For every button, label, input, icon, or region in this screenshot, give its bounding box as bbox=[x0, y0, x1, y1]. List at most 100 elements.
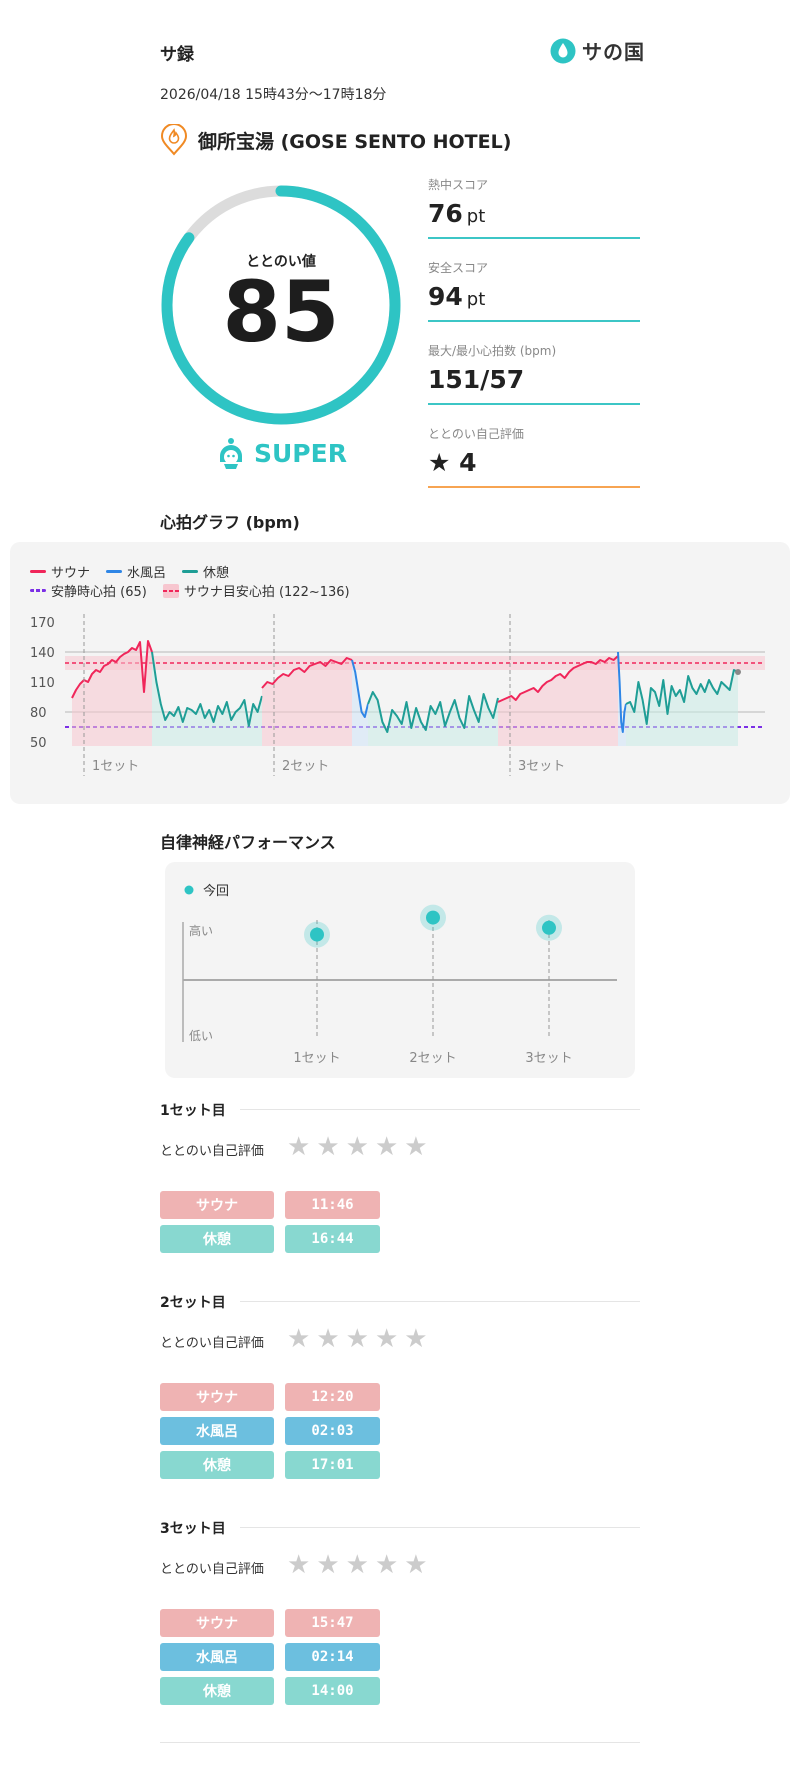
phase-tag-rest: 休憩 bbox=[160, 1225, 274, 1253]
score-value: 151/57 bbox=[428, 365, 640, 397]
heart-graph-title: 心拍グラフ (bpm) bbox=[160, 513, 300, 532]
phase-duration: 16:44 bbox=[285, 1225, 380, 1253]
facility-link[interactable]: 御所宝湯 (GOSE SENTO HOTEL) bbox=[160, 124, 511, 156]
star-icon[interactable]: ★ bbox=[374, 1550, 399, 1580]
hr-area-sauna bbox=[262, 658, 352, 746]
ans-high-label: 高い bbox=[189, 923, 213, 938]
star-icon[interactable]: ★ bbox=[345, 1550, 369, 1580]
score-number: 94 bbox=[428, 282, 463, 311]
star-icon[interactable]: ★ bbox=[374, 1324, 399, 1354]
phase-tag-water: 水風呂 bbox=[160, 1417, 274, 1445]
self-rating-stars[interactable]: ★ ★ ★ ★ ★ bbox=[287, 1552, 428, 1578]
score-value: 76 pt bbox=[428, 199, 640, 231]
phase-duration: 02:03 bbox=[285, 1417, 380, 1445]
hr-line-sauna bbox=[497, 655, 619, 703]
heart-graph-legend-lines: 安静時心拍 (65) サウナ目安心拍 (122~136) bbox=[30, 581, 366, 600]
score-safety: 安全スコア 94 pt bbox=[428, 259, 640, 322]
hr-line-sauna bbox=[71, 640, 153, 699]
legend-sauna: サウナ bbox=[30, 562, 90, 581]
totonoi-gauge bbox=[161, 185, 401, 425]
score-divider bbox=[428, 403, 640, 405]
legend-resting-hr: 安静時心拍 (65) bbox=[30, 581, 147, 600]
score-unit: pt bbox=[466, 206, 486, 227]
set-label: 2セット bbox=[282, 759, 329, 774]
score-label: ととのい自己評価 bbox=[428, 427, 524, 441]
rank-badge: SUPER bbox=[216, 436, 347, 470]
star-icon[interactable]: ★ bbox=[316, 1324, 340, 1354]
legend-target-hr: サウナ目安心拍 (122~136) bbox=[162, 581, 350, 600]
facility-name: 御所宝湯 (GOSE SENTO HOTEL) bbox=[198, 130, 512, 153]
rank-label: SUPER bbox=[254, 438, 347, 468]
star-icon[interactable]: ★ bbox=[404, 1550, 428, 1580]
set-title: 2セット目 bbox=[160, 1295, 226, 1311]
hr-line-sauna bbox=[261, 657, 353, 689]
score-heart-rate: 最大/最小心拍数 (bpm) 151/57 bbox=[428, 342, 640, 405]
hr-line-rest bbox=[151, 651, 263, 727]
y-tick-label: 170 bbox=[30, 616, 55, 631]
star-icon[interactable]: ★ bbox=[316, 1550, 340, 1580]
app-logo[interactable]: サの国 bbox=[550, 36, 645, 65]
star-icon[interactable]: ★ bbox=[287, 1324, 311, 1354]
ans-set-label: 1セット bbox=[293, 1051, 340, 1066]
legend-water: 水風呂 bbox=[106, 562, 166, 581]
logo-text: サの国 bbox=[582, 40, 645, 64]
bottom-divider bbox=[160, 1742, 640, 1743]
star-icon[interactable]: ★ bbox=[374, 1132, 399, 1162]
score-number: ★ 4 bbox=[428, 448, 477, 477]
score-divider bbox=[428, 237, 640, 239]
set-divider bbox=[240, 1527, 640, 1528]
self-rating-stars[interactable]: ★ ★ ★ ★ ★ bbox=[287, 1134, 428, 1160]
star-icon[interactable]: ★ bbox=[287, 1132, 311, 1162]
score-number: 151/57 bbox=[428, 365, 525, 394]
phase-tag-rest: 休憩 bbox=[160, 1451, 274, 1479]
phase-duration: 17:01 bbox=[285, 1451, 380, 1479]
gauge-value: 85 bbox=[222, 263, 340, 361]
hr-line-rest bbox=[367, 691, 499, 733]
hr-line-water bbox=[351, 659, 369, 718]
y-tick-label: 50 bbox=[30, 736, 47, 751]
star-icon[interactable]: ★ bbox=[404, 1324, 428, 1354]
star-icon[interactable]: ★ bbox=[345, 1132, 369, 1162]
ans-legend-label: 今回 bbox=[203, 883, 229, 899]
ans-panel: 今回 高い 低い 1セット 2セット 3セット bbox=[165, 862, 635, 1078]
hr-line-water bbox=[617, 651, 627, 733]
star-icon[interactable]: ★ bbox=[345, 1324, 369, 1354]
star-icon[interactable]: ★ bbox=[316, 1132, 340, 1162]
set-label: 3セット bbox=[518, 759, 565, 774]
set-label: 1セット bbox=[92, 759, 139, 774]
ans-set-label: 2セット bbox=[409, 1051, 456, 1066]
star-icon[interactable]: ★ bbox=[404, 1132, 428, 1162]
score-value: 94 pt bbox=[428, 282, 640, 314]
gauge-progress-arc bbox=[161, 185, 401, 425]
self-rating-label: ととのい自己評価 bbox=[160, 1336, 264, 1351]
score-value: ★ 4 bbox=[428, 448, 640, 480]
score-divider bbox=[428, 486, 640, 488]
flame-pin-icon bbox=[160, 124, 188, 156]
ans-point bbox=[426, 910, 440, 925]
self-rating-stars[interactable]: ★ ★ ★ ★ ★ bbox=[287, 1326, 428, 1352]
session-date: 2026/04/18 15時43分〜17時18分 bbox=[160, 87, 387, 103]
y-tick-label: 110 bbox=[30, 676, 55, 691]
phase-tag-rest: 休憩 bbox=[160, 1677, 274, 1705]
ans-low-label: 低い bbox=[189, 1029, 213, 1043]
score-number: 76 bbox=[428, 199, 463, 228]
hr-area-sauna bbox=[72, 641, 152, 746]
set-divider bbox=[240, 1109, 640, 1110]
phase-duration: 12:20 bbox=[285, 1383, 380, 1411]
hr-area-rest bbox=[626, 670, 738, 746]
y-tick-label: 80 bbox=[30, 706, 47, 721]
legend-rest: 休憩 bbox=[182, 562, 229, 581]
score-self-rating: ととのい自己評価 ★ 4 bbox=[428, 425, 640, 488]
score-label: 熱中スコア bbox=[428, 178, 489, 192]
phase-duration: 11:46 bbox=[285, 1191, 380, 1219]
set-divider bbox=[240, 1301, 640, 1302]
y-tick-label: 140 bbox=[30, 646, 55, 661]
self-rating-label: ととのい自己評価 bbox=[160, 1144, 264, 1159]
phase-tag-water: 水風呂 bbox=[160, 1643, 274, 1671]
phase-duration: 15:47 bbox=[285, 1609, 380, 1637]
score-unit: pt bbox=[466, 289, 486, 310]
star-icon[interactable]: ★ bbox=[287, 1550, 311, 1580]
hr-area-rest bbox=[368, 692, 498, 746]
page-title: サ録 bbox=[160, 45, 194, 65]
